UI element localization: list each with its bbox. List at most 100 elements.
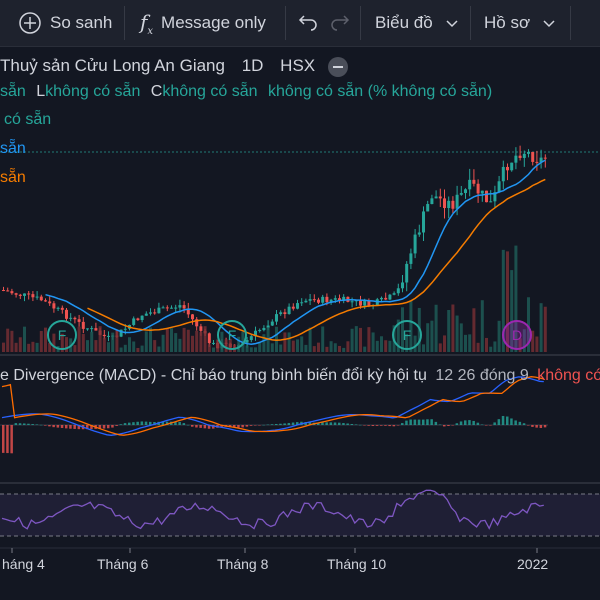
volume-bar [136,347,140,352]
macd-histogram-bar [10,425,13,454]
volume-bar [94,340,98,352]
macd-histogram-bar [254,425,257,426]
macd-histogram-bar [430,419,433,425]
macd-histogram-bar [258,425,261,426]
chevron-down-icon [543,20,555,28]
macd-histogram-bar [392,425,396,427]
volume-bar [493,341,497,352]
macd-histogram-bar [455,423,459,425]
event-marker-label: F [228,327,237,343]
volume-bar [245,345,249,352]
chart-type-button[interactable]: Biểu đồ [375,0,459,46]
redo-button[interactable] [330,0,350,46]
macd-histogram-bar [371,425,375,426]
candle-body [31,294,35,298]
candle-body [18,294,22,296]
candle-body [102,334,106,337]
macd-histogram-bar [48,425,51,427]
indicators-button[interactable]: fx Message only [140,0,266,46]
toolbar-divider [124,6,125,40]
volume-bar [451,304,455,352]
candle-body [363,300,367,306]
candle-body [119,329,123,337]
symbol-interval[interactable]: 1D [241,56,264,75]
volume-bar [73,345,77,352]
candle-body [485,190,488,203]
candle-body [186,308,190,315]
macd-histogram-bar [443,425,446,427]
macd-histogram-bar [409,419,412,425]
macd-histogram-bar [111,425,114,428]
candle-body [321,296,325,303]
candle-body [52,303,56,309]
candle-body [447,200,451,209]
macd-histogram-bar [493,422,496,425]
candle-body [10,291,14,294]
macd-histogram-bar [472,420,475,425]
volume-bar [212,347,215,352]
volume-bar [312,346,316,352]
macd-histogram-bar [514,420,517,425]
volume-bar [543,306,547,352]
volume-bar [81,333,85,352]
candle-body [207,333,211,344]
candle-body [149,312,152,314]
macd-histogram-bar [128,422,131,425]
volume-bar [6,328,10,352]
fx-icon: fx [140,9,154,37]
candle-body [283,312,287,315]
volume-bar [140,345,144,352]
volume-bar [321,326,325,352]
compare-label: So sanh [50,13,113,32]
volume-bar [371,332,375,352]
candle-body [144,313,148,316]
candle-body [132,318,136,325]
volume-bar [518,338,522,352]
candle-body [287,306,291,315]
macd-histogram-bar [359,424,362,426]
volume-bar [447,310,451,352]
macd-histogram-bar [262,424,265,426]
volume-bar [77,326,81,352]
candle-body [367,300,371,306]
macd-histogram-bar [317,422,320,425]
volume-bar [506,251,509,352]
macd-histogram-bar [132,422,135,425]
macd-histogram-bar [438,424,442,426]
volume-bar [35,342,39,352]
macd-histogram-bar [501,415,505,425]
volume-bar [186,329,190,352]
macd-histogram-bar [115,425,118,426]
symbol-name[interactable]: Thuỷ sản Cửu Long An Giang [0,56,225,75]
volume-bar [2,342,5,352]
macd-histogram-bar [451,425,454,426]
macd-histogram-bar [153,422,156,425]
candle-body [464,189,467,194]
macd-histogram-bar [249,425,253,426]
profile-button[interactable]: Hồ sơ [484,0,556,46]
undo-button[interactable] [298,0,318,46]
macd-histogram-bar [35,424,39,425]
toolbar-divider [470,6,471,40]
volume-bar [325,346,329,352]
candle-body [438,196,442,199]
macd-histogram-bar [86,425,89,430]
macd-value: không có s [537,367,600,384]
collapse-legend-icon[interactable] [327,56,348,77]
macd-histogram-bar [543,425,547,428]
symbol-exchange: HSX [280,56,316,75]
legend-ohlc-row: sẵn Lkhông có sẵn Ckhông có sẵn không có… [0,83,492,101]
candle-body [476,183,480,194]
compare-button[interactable]: So sanh [18,0,112,46]
macd-legend: e Divergence (MACD) - Chỉ báo trung bình… [0,367,600,385]
event-marker-label: D [512,327,522,343]
volume-bar [342,347,346,352]
volume-bar [480,300,484,352]
macd-title[interactable]: e Divergence (MACD) - Chỉ báo trung bình… [0,367,427,384]
candle-body [90,328,94,330]
volume-bar [270,343,274,352]
candle-body [325,296,329,303]
macd-histogram-bar [123,423,127,425]
volume-bar [333,343,337,352]
